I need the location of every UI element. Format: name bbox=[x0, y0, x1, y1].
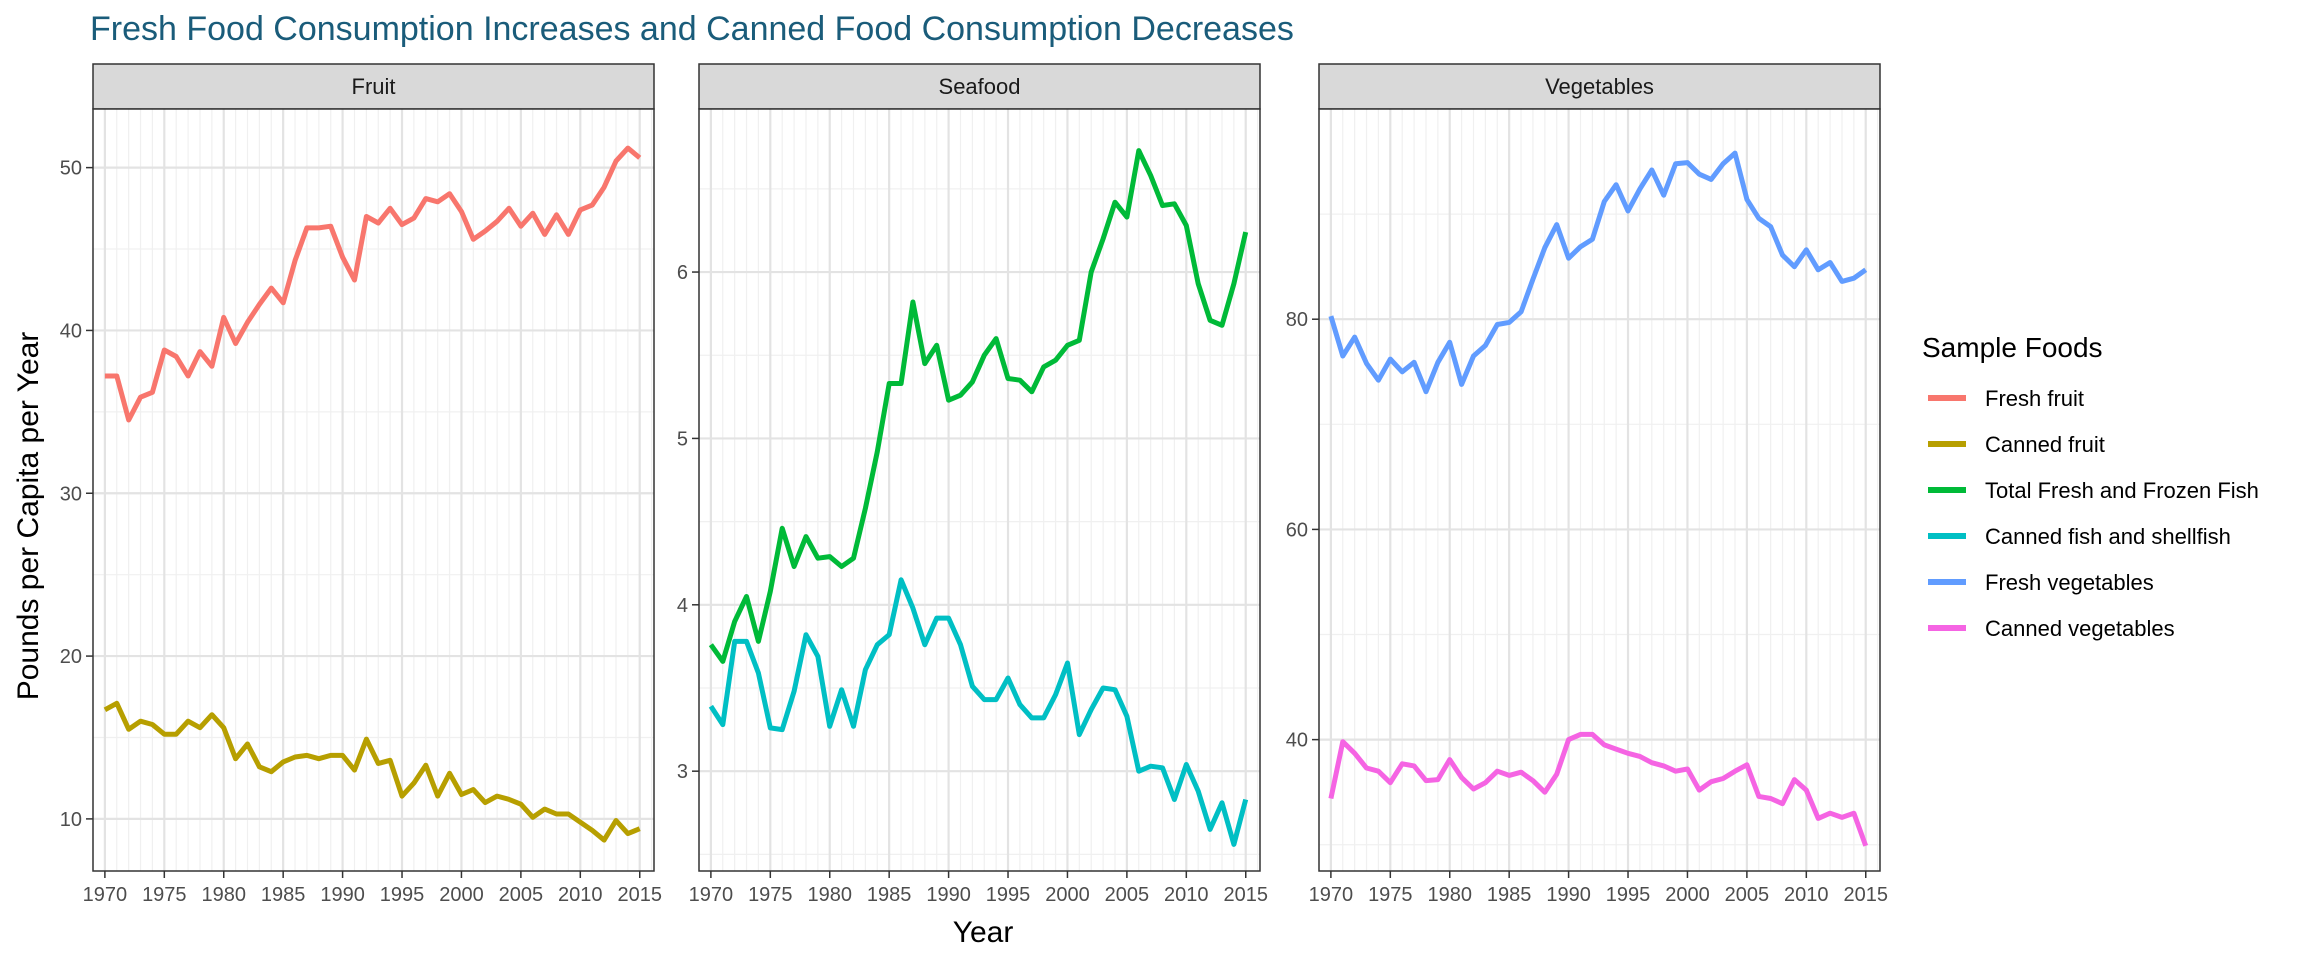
x-tick-label: 2005 bbox=[1105, 884, 1150, 906]
y-tick-label: 20 bbox=[60, 646, 82, 668]
legend-label: Canned vegetables bbox=[1985, 616, 2175, 641]
y-tick-label: 50 bbox=[60, 158, 82, 180]
x-tick-label: 1990 bbox=[1546, 884, 1591, 906]
series-line-fresh-vegetables bbox=[1328, 150, 1868, 395]
panel-border bbox=[698, 108, 1261, 872]
facet-strip bbox=[92, 63, 655, 110]
series-line-canned-vegetables bbox=[1328, 731, 1869, 847]
y-axis-title: Pounds per Capita per Year bbox=[12, 332, 45, 701]
legend-label: Canned fruit bbox=[1985, 432, 2105, 457]
panel-background bbox=[93, 109, 654, 871]
panel-background bbox=[1319, 109, 1880, 871]
legend-label: Canned fish and shellfish bbox=[1985, 524, 2231, 549]
y-tick-label: 40 bbox=[1286, 730, 1308, 752]
x-tick-label: 1980 bbox=[1427, 884, 1472, 906]
x-tick-label: 1995 bbox=[1606, 884, 1651, 906]
panel-background bbox=[699, 109, 1260, 871]
x-tick-label: 1975 bbox=[748, 884, 793, 906]
facet-strip-label: Fruit bbox=[352, 74, 396, 99]
x-tick-label: 2000 bbox=[439, 884, 484, 906]
facet-strip bbox=[1318, 63, 1881, 110]
y-tick-label: 10 bbox=[60, 809, 82, 831]
y-tick-label: 4 bbox=[677, 595, 688, 617]
legend-label: Fresh vegetables bbox=[1985, 570, 2154, 595]
facet-strip-label: Seafood bbox=[939, 74, 1021, 99]
x-tick-label: 2015 bbox=[1223, 884, 1268, 906]
x-tick-label: 1990 bbox=[320, 884, 365, 906]
panel-border bbox=[1318, 108, 1881, 872]
y-tick-label: 5 bbox=[677, 428, 688, 450]
x-tick-label: 2015 bbox=[1843, 884, 1888, 906]
x-tick-label: 1985 bbox=[867, 884, 912, 906]
x-axis-title: Year bbox=[953, 916, 1014, 949]
x-tick-label: 2005 bbox=[499, 884, 544, 906]
series-line-total-fresh-and-frozen-fish bbox=[708, 148, 1249, 664]
x-tick-label: 2005 bbox=[1725, 884, 1770, 906]
x-tick-label: 1970 bbox=[1309, 884, 1354, 906]
y-tick-label: 30 bbox=[60, 483, 82, 505]
y-tick-label: 3 bbox=[677, 761, 688, 783]
y-tick-label: 60 bbox=[1286, 519, 1308, 541]
legend: Sample Foods Fresh fruit Canned fruit Tota… bbox=[1922, 332, 2259, 641]
x-tick-label: 1980 bbox=[807, 884, 852, 906]
x-tick-label: 2000 bbox=[1045, 884, 1090, 906]
facet-seafood: Seafood 1970 1975 1980 1985 1990 1995 2000 2005 2… bbox=[677, 63, 1268, 906]
x-tick-label: 2010 bbox=[558, 884, 603, 906]
x-tick-label: 1985 bbox=[1487, 884, 1532, 906]
legend-label: Fresh fruit bbox=[1985, 386, 2084, 411]
facet-strip-label: Vegetables bbox=[1545, 74, 1654, 99]
x-tick-label: 1980 bbox=[201, 884, 246, 906]
series-line-fresh-fruit bbox=[104, 145, 642, 423]
x-tick-label: 1990 bbox=[926, 884, 971, 906]
x-tick-label: 2000 bbox=[1665, 884, 1710, 906]
y-tick-label: 40 bbox=[60, 320, 82, 342]
series-line-canned-fruit bbox=[103, 700, 641, 843]
x-tick-label: 1975 bbox=[1368, 884, 1413, 906]
x-tick-label: 1995 bbox=[986, 884, 1031, 906]
series-line-canned-fish-and-shellfish bbox=[708, 577, 1249, 847]
x-tick-label: 2010 bbox=[1784, 884, 1829, 906]
x-tick-label: 1970 bbox=[83, 884, 128, 906]
x-tick-label: 1995 bbox=[380, 884, 425, 906]
x-tick-label: 2010 bbox=[1164, 884, 1209, 906]
x-tick-label: 1970 bbox=[689, 884, 734, 906]
y-tick-label: 80 bbox=[1286, 309, 1308, 331]
x-tick-label: 1975 bbox=[142, 884, 187, 906]
facet-vegetables: Vegetables 1970 1975 1980 1985 1990 1995 2000 20… bbox=[1286, 63, 1888, 906]
legend-title: Sample Foods bbox=[1922, 332, 2103, 363]
x-tick-label: 2015 bbox=[617, 884, 662, 906]
x-tick-label: 1985 bbox=[261, 884, 306, 906]
panel-border bbox=[92, 108, 655, 872]
chart-title: Fresh Food Consumption Increases and Can… bbox=[90, 10, 1294, 48]
facet-strip bbox=[698, 63, 1261, 110]
legend-label: Total Fresh and Frozen Fish bbox=[1985, 478, 2259, 503]
y-tick-label: 6 bbox=[677, 262, 688, 284]
